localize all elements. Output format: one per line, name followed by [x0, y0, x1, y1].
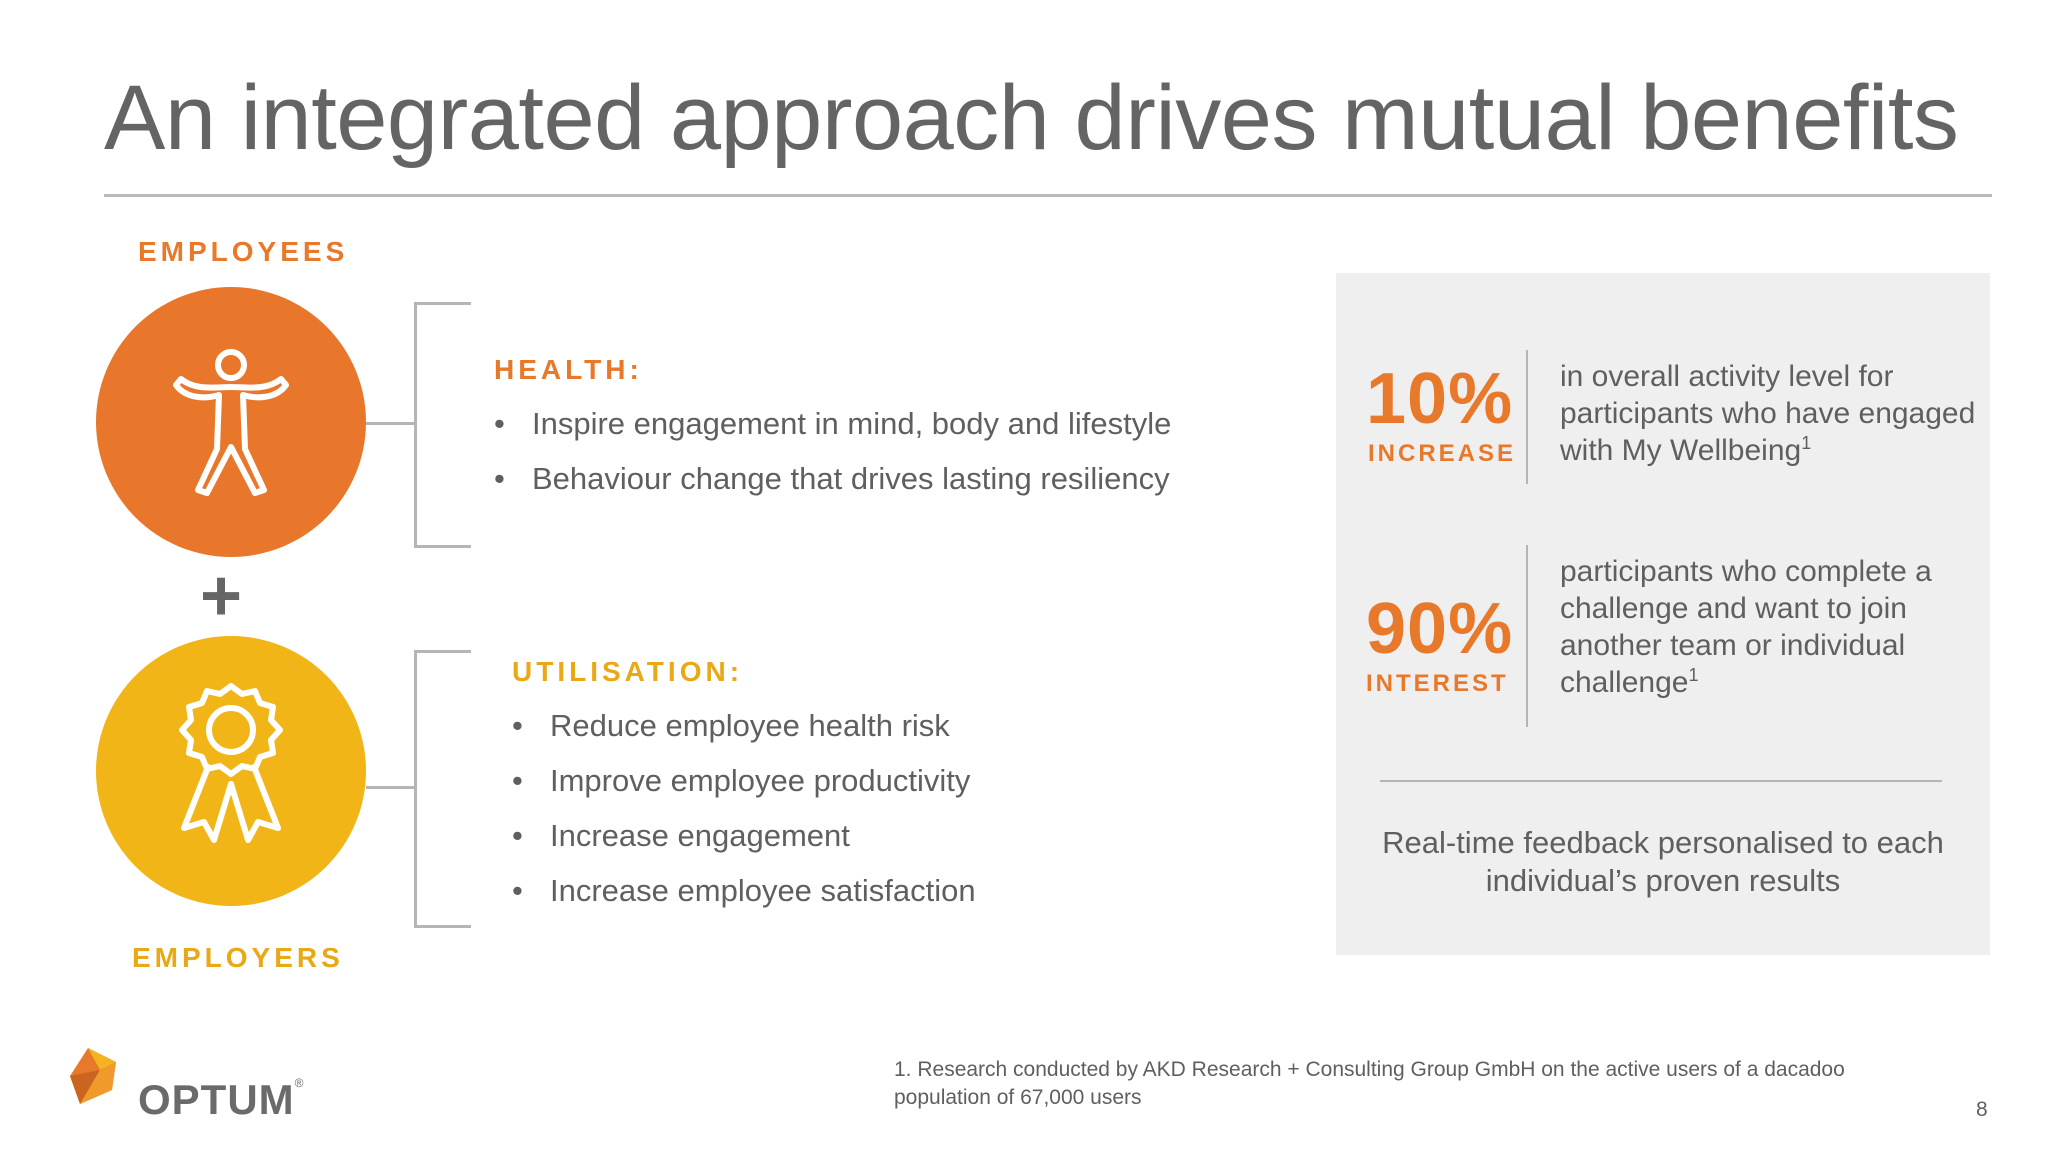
- stat-description: participants who complete a challenge an…: [1560, 555, 1932, 699]
- utilisation-list: Reduce employee health risk Improve empl…: [512, 708, 976, 928]
- list-item: Increase engagement: [512, 818, 976, 873]
- award-ribbon-icon: [179, 683, 283, 843]
- person-icon: [173, 349, 289, 496]
- stat-divider: [1526, 545, 1528, 727]
- optum-logo-icon: [70, 1048, 116, 1104]
- stat-value: 90%: [1366, 589, 1514, 669]
- utilisation-bracket: [414, 650, 471, 928]
- utilisation-connector: [366, 786, 416, 789]
- list-item: Increase employee satisfaction: [512, 873, 976, 928]
- employees-label: EMPLOYEES: [138, 236, 349, 267]
- footnote: 1. Research conducted by AKD Research + …: [894, 1058, 1845, 1109]
- panel-divider: [1380, 780, 1942, 782]
- employers-label: EMPLOYERS: [132, 942, 344, 973]
- list-item: Inspire engagement in mind, body and lif…: [494, 406, 1171, 461]
- list-item: Behaviour change that drives lasting res…: [494, 461, 1171, 516]
- stat-description: in overall activity level for participan…: [1560, 360, 1976, 467]
- stat-divider: [1526, 350, 1528, 484]
- page-number: 8: [1976, 1098, 1988, 1121]
- health-bracket: [414, 302, 471, 548]
- stat-caption: INTEREST: [1366, 670, 1509, 697]
- stat-value: 10%: [1366, 359, 1514, 439]
- list-item: Reduce employee health risk: [512, 708, 976, 763]
- employees-circle: [96, 287, 366, 557]
- feedback-text: Real-time feedback personalised to each …: [1382, 825, 1944, 898]
- stats-panel: [1336, 273, 1990, 955]
- health-connector: [366, 422, 416, 425]
- plus-sign: +: [200, 556, 243, 636]
- utilisation-heading: UTILISATION:: [512, 656, 744, 687]
- optum-logo-text: OPTUM®: [138, 1076, 305, 1123]
- page-title: An integrated approach drives mutual ben…: [104, 67, 1959, 169]
- employers-circle: [96, 636, 366, 906]
- list-item: Improve employee productivity: [512, 763, 976, 818]
- title-divider: [104, 194, 1992, 197]
- health-list: Inspire engagement in mind, body and lif…: [494, 406, 1171, 516]
- stat-caption: INCREASE: [1368, 440, 1517, 467]
- health-heading: HEALTH:: [494, 354, 643, 385]
